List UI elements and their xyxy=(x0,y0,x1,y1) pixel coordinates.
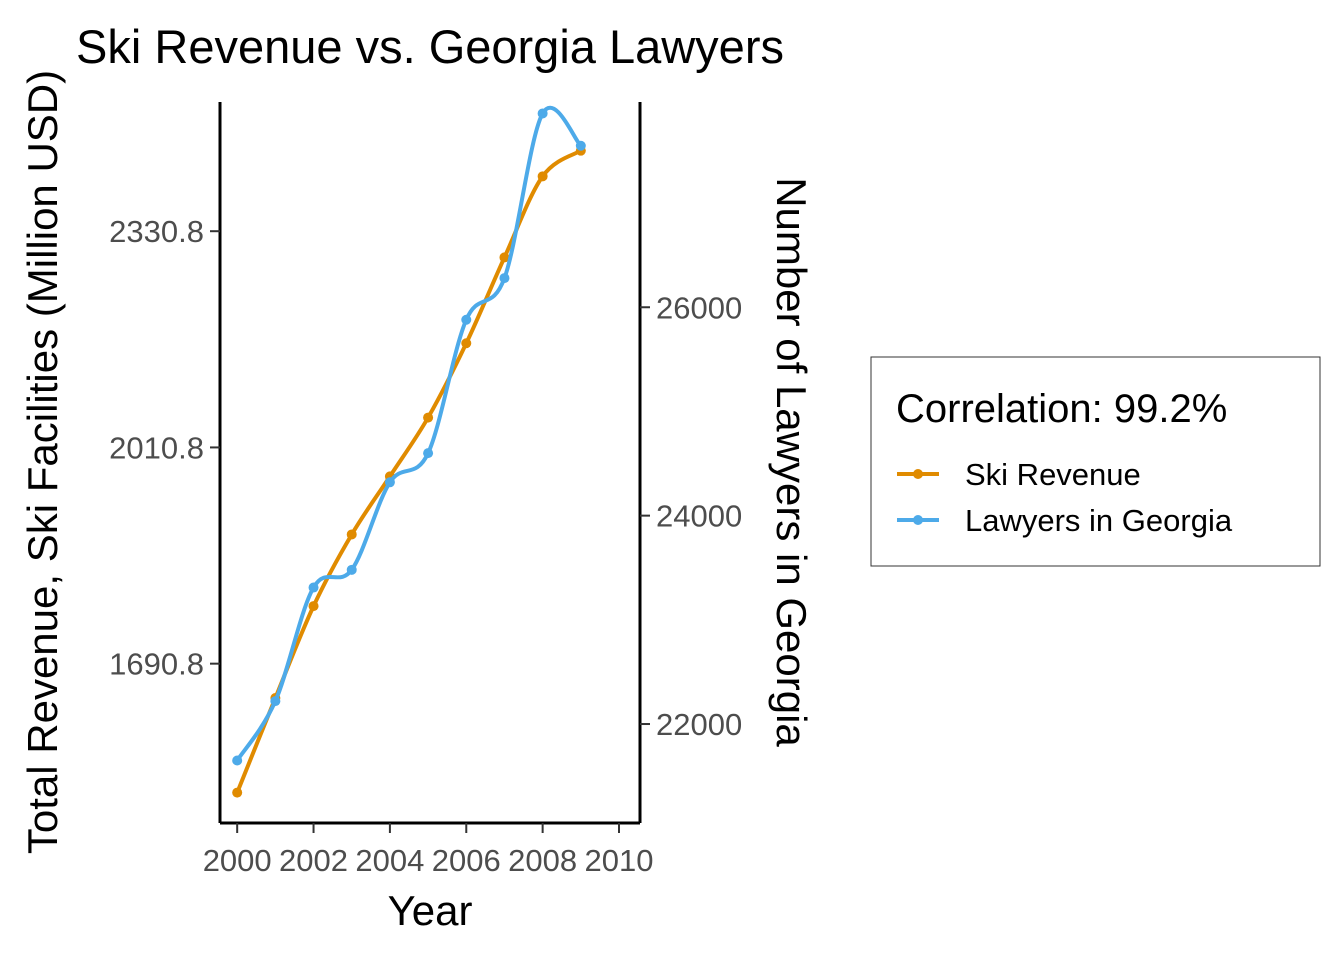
lawyers-in-georgia-point xyxy=(575,140,586,151)
legend-title: Correlation: 99.2% xyxy=(896,387,1227,431)
lawyers-in-georgia-point xyxy=(232,755,243,766)
ski-revenue-point xyxy=(499,252,510,263)
chart-title: Ski Revenue vs. Georgia Lawyers xyxy=(76,20,784,73)
left-y-tick-label: 2010.8 xyxy=(109,430,204,465)
left-y-tick-label: 2330.8 xyxy=(109,214,204,249)
lawyers-in-georgia-point xyxy=(346,564,357,575)
ski-revenue-point xyxy=(423,412,434,423)
x-ticks: 2000 2002 2004 2006 2008 2010 xyxy=(203,823,654,878)
left-y-tick-label: 1690.8 xyxy=(109,647,204,682)
legend-key-point-lawyers-in-georgia xyxy=(913,515,923,525)
left-y-ticks: 1690.8 2010.8 2330.8 xyxy=(109,214,220,682)
right-y-tick-label: 26000 xyxy=(656,290,742,325)
ski-revenue-point xyxy=(346,529,357,540)
lawyers-in-georgia-point xyxy=(384,477,395,488)
right-y-axis-title: Number of Lawyers in Georgia xyxy=(768,177,815,747)
ski-revenue-point xyxy=(537,171,548,182)
right-y-tick-label: 22000 xyxy=(656,707,742,742)
lawyers-in-georgia-point xyxy=(308,582,319,593)
left-y-axis-title: Total Revenue, Ski Facilities (Million U… xyxy=(19,70,66,854)
plot-area xyxy=(232,105,586,798)
x-axis-title: Year xyxy=(388,887,473,934)
legend-label-ski-revenue: Ski Revenue xyxy=(965,457,1141,492)
legend-items: Ski Revenue Lawyers in Georgia xyxy=(897,457,1233,538)
x-tick-label: 2004 xyxy=(355,843,424,878)
legend-box xyxy=(870,356,1321,567)
right-y-tick-label: 24000 xyxy=(656,499,742,534)
lawyers-in-georgia-line xyxy=(235,105,583,762)
x-tick-label: 2000 xyxy=(203,843,272,878)
lawyers-in-georgia-point xyxy=(423,448,434,459)
right-y-ticks: 22000 24000 26000 xyxy=(640,290,742,742)
x-tick-label: 2008 xyxy=(508,843,577,878)
ski-revenue-point xyxy=(232,787,243,798)
x-tick-label: 2006 xyxy=(432,843,501,878)
lawyers-in-georgia-point xyxy=(537,108,548,119)
ski-revenue-point xyxy=(308,601,319,612)
ski-revenue-point xyxy=(461,338,472,349)
legend: Correlation: 99.2% Ski Revenue Lawyers in… xyxy=(870,356,1321,567)
legend-label-lawyers-in-georgia: Lawyers in Georgia xyxy=(965,503,1233,538)
legend-key-point-ski-revenue xyxy=(913,469,923,479)
x-tick-label: 2010 xyxy=(585,843,654,878)
lawyers-in-georgia-point xyxy=(270,696,281,707)
lawyers-in-georgia-point xyxy=(461,314,472,325)
lawyers-in-georgia-point xyxy=(499,273,510,284)
x-tick-label: 2002 xyxy=(279,843,348,878)
